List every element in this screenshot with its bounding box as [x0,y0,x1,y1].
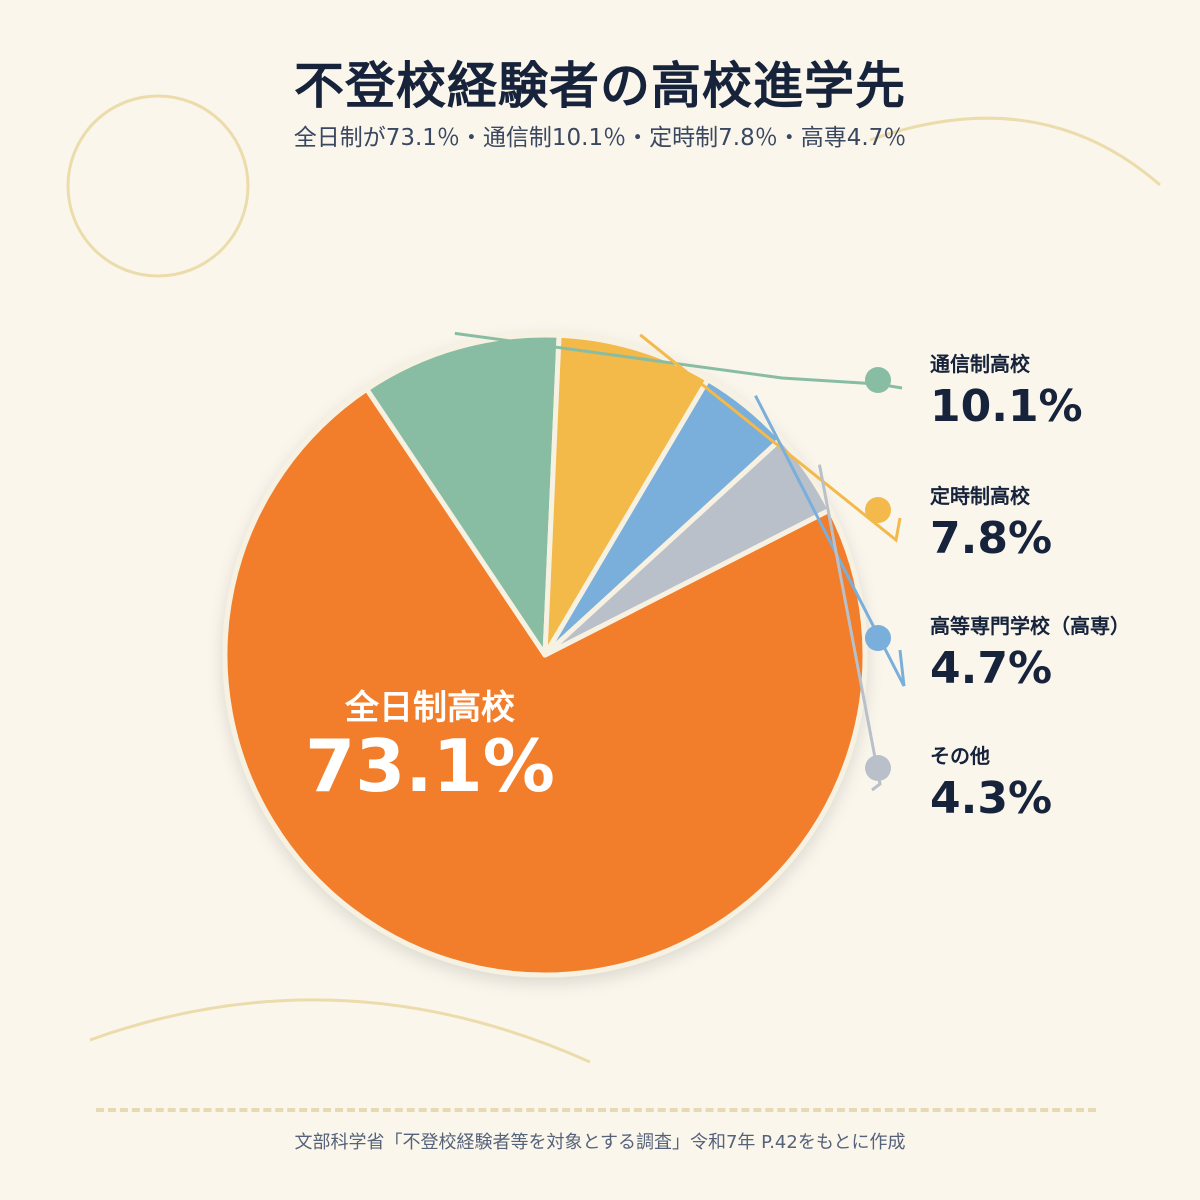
legend-value: 7.8% [930,513,1053,564]
legend-value: 4.3% [930,773,1053,824]
legend-label: 定時制高校 [930,484,1030,508]
legend-dot-3 [865,625,891,651]
legend-dot-1 [865,367,891,393]
deco-arc-bottom [89,998,591,1064]
connector-line-3 [754,394,906,687]
legend-label: その他 [930,744,990,768]
chart-subtitle: 全日制が73.1％・通信制10.1％・定時制7.8％・高専4.7％ [293,125,907,151]
footer-divider [96,1108,1096,1112]
legend-value: 10.1% [930,381,1083,432]
main-slice-label: 全日制高校 73.1% [280,680,580,805]
legend-item-kosen: 高等専門学校（高専） 4.7% [930,610,1130,693]
connector-line-4 [817,464,882,792]
source-note: 文部科学省「不登校経験者等を対象とする調査」令和7年 P.42をもとに作成 [294,1132,906,1153]
main-slice-value: 73.1% [305,724,555,808]
deco-arc-top [869,116,1161,187]
legend-item-other: その他 4.3% [930,740,1052,823]
deco-circle [66,94,250,278]
legend-item-tsushin: 通信制高校 10.1% [930,348,1083,431]
legend-label: 高等専門学校（高専） [930,614,1130,638]
pie-slice-0 [222,386,868,978]
pie-slice-1 [364,332,562,658]
pie-slice-2 [542,332,711,658]
connector-line-2 [639,333,902,543]
legend-dot-4 [865,755,891,781]
connector-line-1 [454,331,903,390]
legend-value: 4.7% [930,643,1053,694]
legend-label: 通信制高校 [930,352,1030,376]
legend-item-teiji: 定時制高校 7.8% [930,480,1052,563]
legend-dot-2 [865,497,891,523]
chart-title: 不登校経験者の高校進学先 [294,57,906,115]
pie-slice-4 [542,436,833,658]
background-decorations [66,94,1161,1064]
main-slice-name: 全日制高校 [345,688,515,728]
